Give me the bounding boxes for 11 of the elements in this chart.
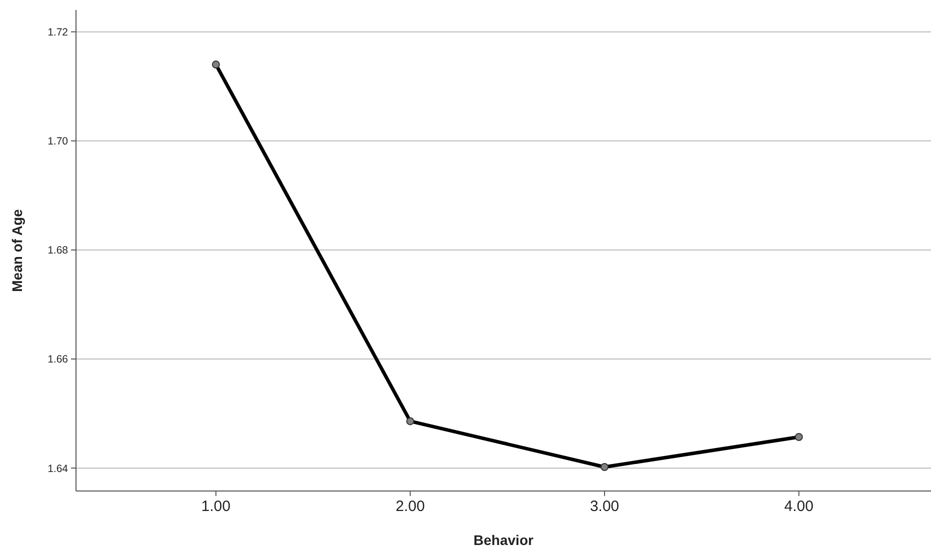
y-tick-label: 1.66 — [48, 354, 68, 366]
y-tick-label: 1.64 — [48, 462, 68, 475]
y-tick-label: 1.68 — [48, 244, 68, 257]
y-tick-label: 1.72 — [48, 26, 68, 38]
x-tick-label: 3.00 — [590, 498, 620, 515]
x-tick-label: 2.00 — [396, 498, 425, 515]
y-tick-label: 1.70 — [48, 136, 68, 148]
x-tick-label: 4.00 — [784, 498, 814, 515]
x-tick-label: 1.00 — [201, 498, 231, 515]
y-axis-title: Mean of Age — [9, 208, 25, 292]
x-axis-title: Behavior — [474, 532, 534, 548]
